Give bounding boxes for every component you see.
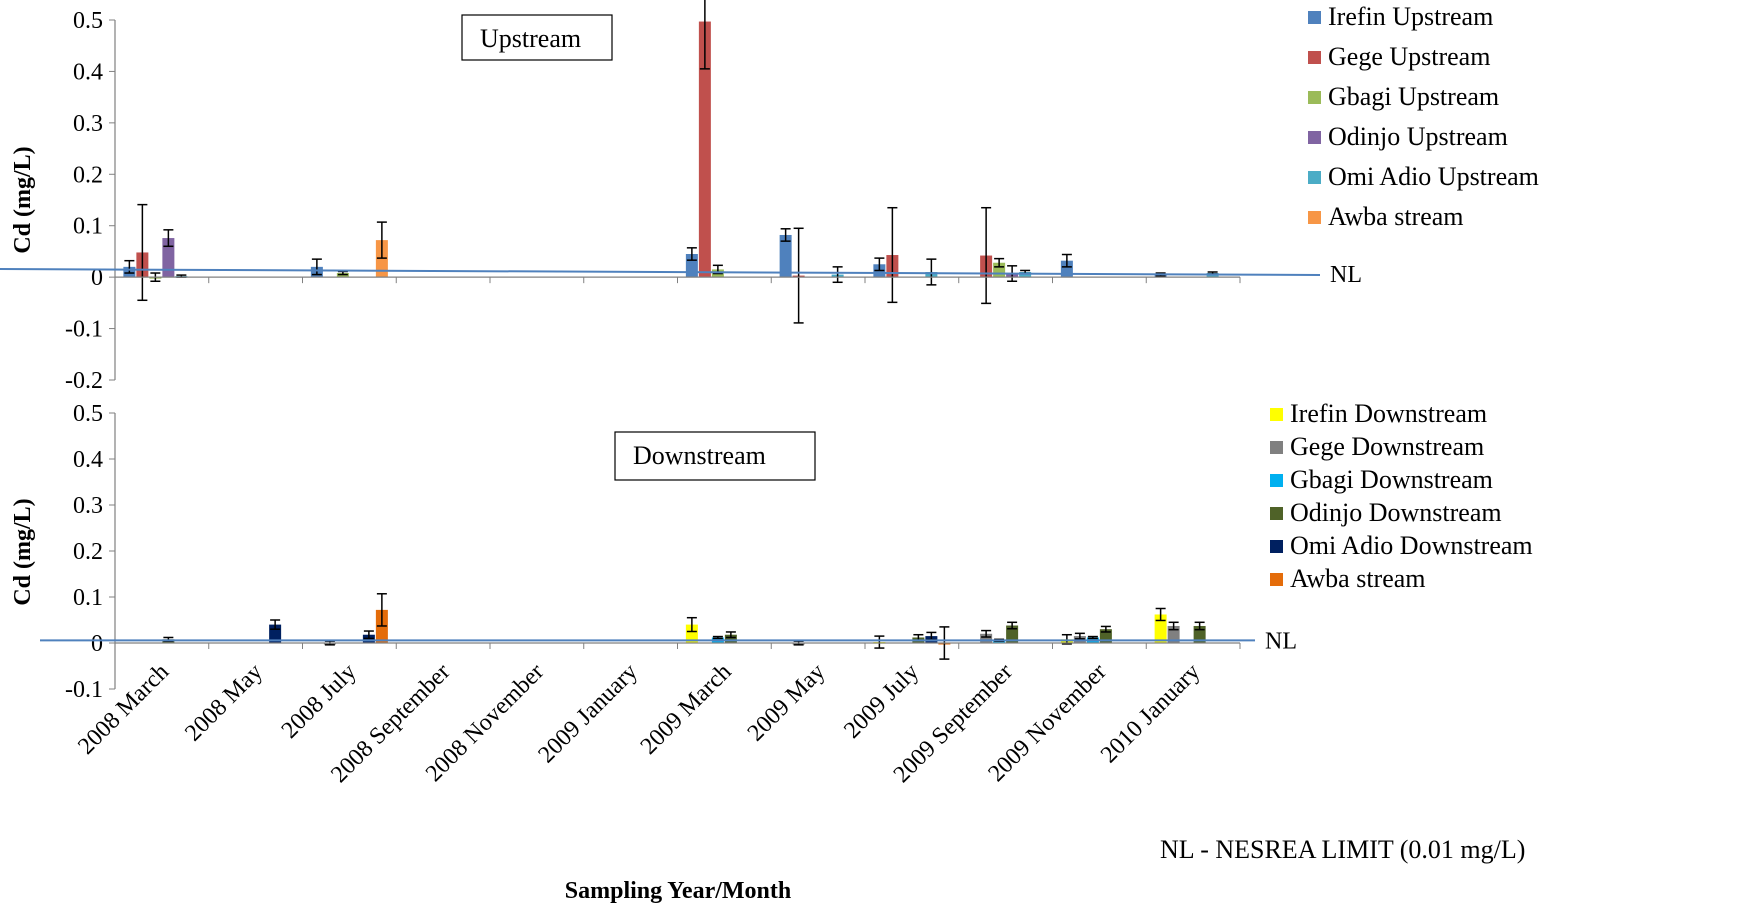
bar — [980, 633, 993, 643]
legend-swatch — [1308, 131, 1321, 144]
legend-swatch — [1270, 540, 1283, 553]
panel-label-box-downstream: Downstream — [614, 431, 816, 481]
legend-swatch — [1270, 408, 1283, 421]
x-tick-label: 2009 March — [636, 659, 737, 760]
legend-label: Awba stream — [1328, 202, 1464, 231]
legend-swatch — [1308, 211, 1321, 224]
bar — [698, 21, 711, 278]
downstream-panel: 0.50.40.30.20.10-0.1 2008 March 2008 May 2… — [10, 399, 1533, 904]
nl-label-upstream: NL — [1330, 262, 1362, 288]
y-tick-label: -0.2 — [65, 368, 103, 394]
legend-label: Gbagi Upstream — [1328, 82, 1499, 111]
x-tick-label: 2008 July — [277, 659, 362, 744]
legend-swatch — [1308, 11, 1321, 24]
bar — [1154, 614, 1167, 643]
x-tick-label: 2010 January — [1096, 659, 1205, 768]
legend-swatch — [1270, 441, 1283, 454]
y-tick-label: 0.4 — [73, 59, 103, 85]
y-tick-label: 0.2 — [73, 539, 103, 565]
legend-swatch — [1270, 474, 1283, 487]
y-tick-label: 0.1 — [73, 585, 103, 611]
y-tick-label: -0.1 — [65, 317, 103, 343]
y-tick-label: 0.3 — [73, 111, 103, 137]
panel-label-upstream: Upstream — [480, 24, 581, 53]
bar — [1006, 625, 1019, 643]
legend-label: Gbagi Downstream — [1290, 465, 1493, 494]
x-tick-label: 2009 May — [743, 659, 831, 747]
x-tick-label: 2008 May — [180, 659, 268, 747]
y-tick-label: 0.3 — [73, 493, 103, 519]
upstream-panel: 0.5 0.4 0.3 0.2 0.1 0 -0.1 -0.2 NL Cd (mg/L) Up… — [0, 0, 1539, 394]
legend-label: Awba stream — [1290, 564, 1426, 593]
x-tick-label: 2009 January — [534, 659, 643, 768]
legend-label: Omi Adio Upstream — [1328, 162, 1539, 191]
panel-label-downstream: Downstream — [633, 441, 766, 470]
bar — [779, 234, 792, 278]
y-tick-label: 0.4 — [73, 447, 103, 473]
legend-swatch — [1308, 51, 1321, 64]
legend-label: Odinjo Downstream — [1290, 498, 1502, 527]
y-tick-label: 0.5 — [73, 8, 103, 34]
y-tick-label: 0.5 — [73, 401, 103, 427]
legend-swatch — [1308, 91, 1321, 104]
legend-label: Gege Upstream — [1328, 42, 1490, 71]
legend-label: Gege Downstream — [1290, 432, 1484, 461]
y-tick-label: 0.2 — [73, 162, 103, 188]
y-tick-label: 0.1 — [73, 214, 103, 240]
legend-upstream: Irefin Upstream Gege Upstream Gbagi Upstre… — [1308, 2, 1539, 231]
x-tick-label: 2008 March — [73, 659, 174, 760]
panel-label-box-upstream: Upstream — [461, 14, 613, 61]
y-axis-title-upstream: Cd (mg/L) — [10, 146, 36, 253]
legend-swatch — [1270, 507, 1283, 520]
y-axis-title-downstream: Cd (mg/L) — [10, 498, 36, 605]
x-axis-title: Sampling Year/Month — [565, 878, 791, 904]
x-tick-label: 2009 July — [839, 659, 924, 744]
y-tick-label: 0 — [91, 631, 103, 657]
legend-label: Irefin Upstream — [1328, 2, 1493, 31]
nl-label-downstream: NL — [1265, 628, 1297, 654]
legend-label: Irefin Downstream — [1290, 399, 1487, 428]
bar — [162, 238, 175, 278]
legend-swatch — [1308, 171, 1321, 184]
bar — [685, 624, 698, 643]
legend-swatch — [1270, 573, 1283, 586]
legend-label: Omi Adio Downstream — [1290, 531, 1533, 560]
legend-label: Odinjo Upstream — [1328, 122, 1508, 151]
nl-limit-line-upstream — [0, 268, 1321, 276]
y-tick-label: -0.1 — [65, 677, 103, 703]
bar — [724, 634, 737, 643]
legend-downstream: Irefin Downstream Gege Downstream Gbagi Do… — [1270, 399, 1533, 593]
nesrea-limit-note: NL - NESREA LIMIT (0.01 mg/L) — [1160, 835, 1525, 864]
y-tick-label: 0 — [91, 265, 103, 291]
